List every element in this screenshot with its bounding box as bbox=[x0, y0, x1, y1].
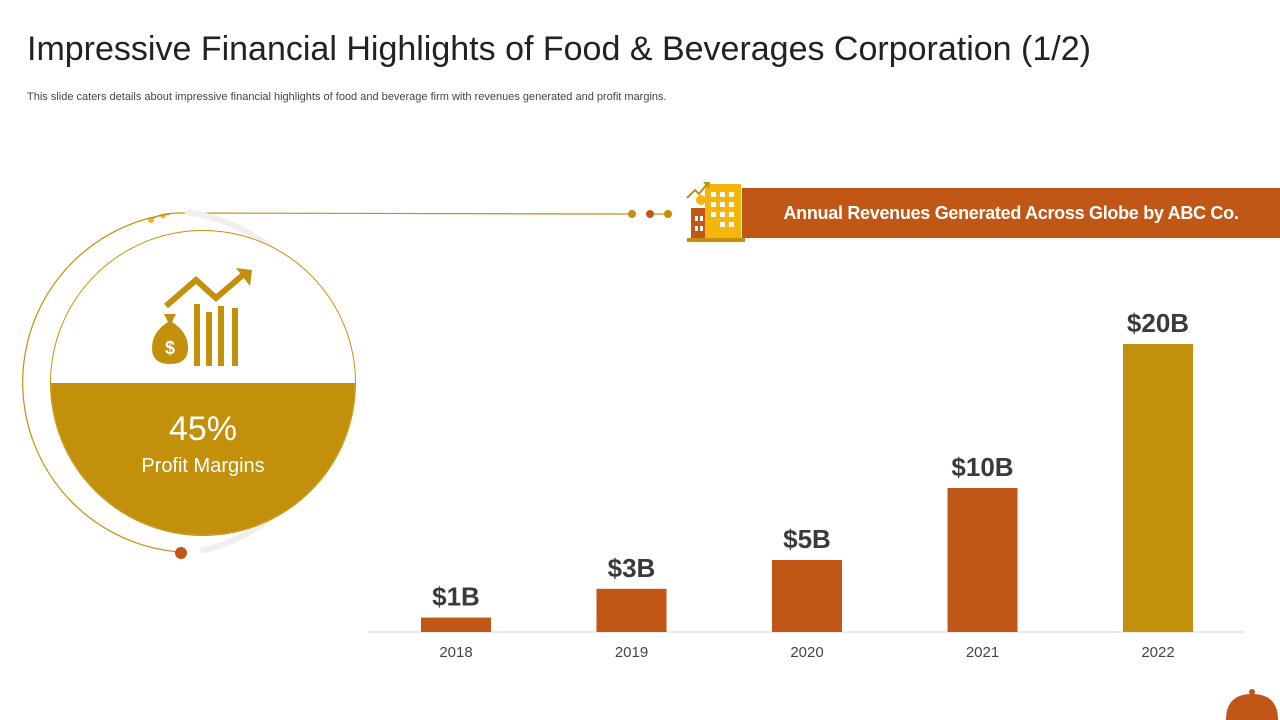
page-title: Impressive Financial Highlights of Food … bbox=[27, 30, 1091, 68]
bar-2020 bbox=[772, 560, 842, 632]
data-label-2020: $5B bbox=[783, 524, 831, 554]
x-tick-2022: 2022 bbox=[1141, 644, 1174, 661]
bar-2022 bbox=[1123, 344, 1193, 632]
x-tick-2021: 2021 bbox=[966, 644, 999, 661]
x-tick-2020: 2020 bbox=[790, 644, 823, 661]
x-tick-2018: 2018 bbox=[439, 644, 472, 661]
bar-2021 bbox=[947, 488, 1018, 632]
revenue-banner: Annual Revenues Generated Across Globe b… bbox=[742, 188, 1280, 238]
profit-value: 45% bbox=[168, 410, 238, 448]
profit-label: Profit Margins bbox=[141, 455, 265, 477]
buildings-growth-icon bbox=[686, 182, 745, 242]
x-tick-2019: 2019 bbox=[615, 644, 648, 661]
data-label-2019: $3B bbox=[608, 553, 656, 583]
profit-fill bbox=[51, 383, 355, 535]
page-subtitle: This slide caters details about impressi… bbox=[27, 91, 667, 103]
money-bag-growth-icon: $ bbox=[152, 268, 252, 366]
data-label-2021: $10B bbox=[951, 452, 1013, 482]
cloche-icon bbox=[1226, 689, 1278, 720]
data-label-2018: $1B bbox=[432, 582, 480, 612]
svg-text:$: $ bbox=[165, 338, 175, 358]
bar-2018 bbox=[421, 617, 491, 632]
profit-margin-circle bbox=[50, 230, 356, 536]
bar-2019 bbox=[596, 588, 667, 632]
data-label-2022: $20B bbox=[1127, 308, 1189, 338]
